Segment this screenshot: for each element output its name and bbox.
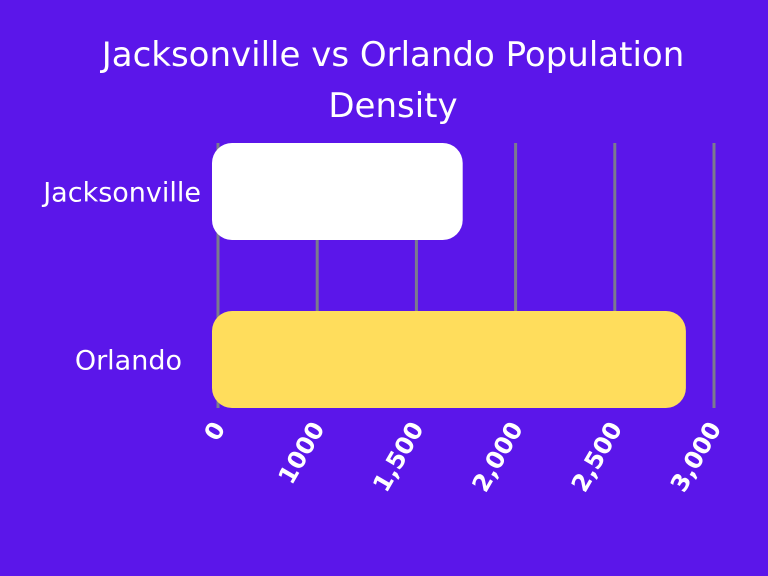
chart-title: Jacksonville vs Orlando Population Densi… <box>100 35 685 126</box>
category-label-orlando: Orlando <box>75 346 182 377</box>
x-tick-label: 1000 <box>273 417 331 489</box>
category-label-jacksonville: Jacksonville <box>41 178 201 209</box>
x-tick-label: 3,000 <box>665 417 727 497</box>
chart-title-line-1: Jacksonville vs Orlando Population <box>100 35 685 75</box>
x-tick-label: 2,000 <box>467 417 529 497</box>
bar-jacksonville <box>212 143 463 240</box>
bar-orlando <box>212 311 686 408</box>
x-tick-label: 0 <box>199 417 232 445</box>
bars <box>212 143 686 408</box>
category-labels: Jacksonville Orlando <box>41 178 201 377</box>
x-tick-label: 1,500 <box>367 417 429 497</box>
x-axis-tick-labels: 0 1000 1,500 2,000 2,500 3,000 <box>199 417 728 497</box>
x-tick-label: 2,500 <box>566 417 628 497</box>
chart-title-line-2: Density <box>328 86 457 126</box>
